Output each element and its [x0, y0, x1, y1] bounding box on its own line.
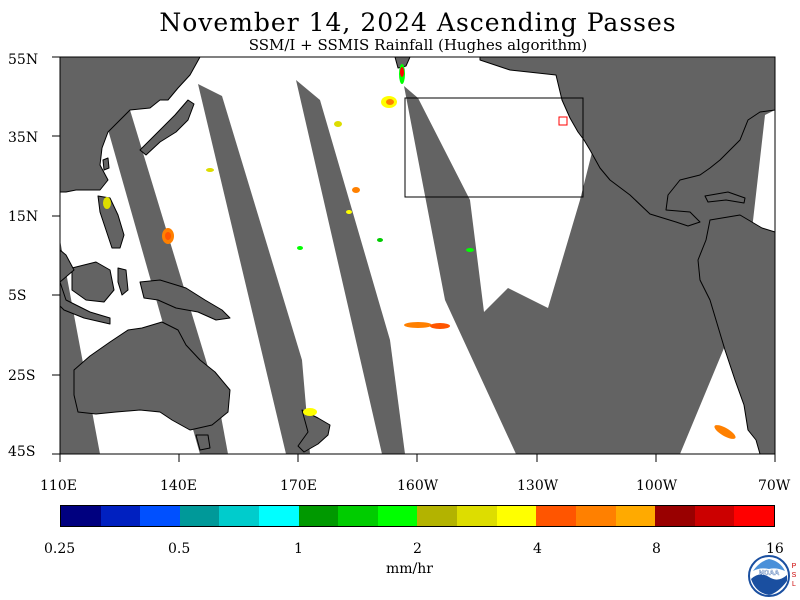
land-cuba [704, 191, 746, 204]
psl-letter: P [792, 563, 797, 570]
rain-patch [386, 99, 394, 105]
colorbar-swatch [100, 506, 141, 526]
rain-patch [352, 187, 360, 193]
lat-label: 25S [8, 368, 36, 384]
land-tasmania [195, 434, 211, 451]
colorbar-tick-label: 0.25 [44, 541, 76, 557]
land-south-america [697, 214, 776, 455]
psl-letter: L [792, 581, 796, 588]
colorbar-swatch [259, 506, 299, 526]
rain-patch [303, 408, 317, 416]
rain-patch [430, 323, 450, 329]
chart-subtitle: SSM/I + SSMIS Rainfall (Hughes algorithm… [248, 36, 588, 54]
colorbar [60, 505, 775, 527]
lat-label: 35N [8, 130, 39, 146]
colorbar-swatch [536, 506, 576, 526]
colorbar-swatch [219, 506, 260, 526]
land-new-guinea [139, 279, 231, 321]
rain-patch [334, 121, 342, 127]
land-taiwan [102, 157, 110, 171]
colorbar-tick-label: 8 [652, 541, 661, 557]
noaa-logo-text: NOAA [759, 570, 780, 577]
rain-patch [103, 197, 111, 209]
land-australia [73, 321, 231, 431]
land-masses [59, 56, 776, 455]
lon-label: 170E [280, 478, 317, 494]
rain-patches [103, 64, 736, 439]
colorbar-swatch [338, 506, 378, 526]
land-new-zealand [297, 409, 331, 453]
colorbar-swatch [694, 506, 735, 526]
land-sulawesi [117, 267, 129, 296]
location-marker [558, 116, 568, 126]
colorbar-swatch [575, 506, 616, 526]
lon-label: 140E [160, 478, 197, 494]
rain-patch [206, 168, 214, 172]
rain-patch [400, 67, 404, 77]
rain-patch [404, 322, 432, 328]
lon-label: 160W [397, 478, 439, 494]
lat-label: 15N [8, 209, 39, 225]
rainfall-map [52, 56, 776, 462]
colorbar-swatch [496, 506, 537, 526]
colorbar-swatch [734, 506, 774, 526]
land-asia [59, 56, 201, 193]
land-philippines [97, 195, 125, 249]
colorbar-swatch [140, 506, 180, 526]
psl-letter: S [792, 572, 797, 579]
outlined-region [404, 97, 584, 198]
swath-gap-3 [198, 84, 310, 454]
colorbar-units: mm/hr [386, 561, 433, 577]
colorbar-swatch [377, 506, 418, 526]
swath-gap-4 [296, 80, 405, 454]
rain-patch [377, 238, 383, 242]
land-sumatra-java [59, 249, 111, 325]
land-north-america [479, 56, 776, 227]
rain-patch [165, 232, 171, 240]
lat-label: 55N [8, 52, 39, 68]
rain-patch [297, 246, 303, 250]
rain-patch [714, 425, 736, 439]
colorbar-swatch [61, 506, 101, 526]
land-borneo [71, 261, 115, 303]
chart-title: November 14, 2024 Ascending Passes [159, 8, 677, 37]
colorbar-tick-label: 16 [766, 541, 784, 557]
colorbar-swatch [615, 506, 656, 526]
lat-label: 45S [8, 444, 36, 460]
map-ticks [52, 56, 776, 462]
colorbar-tick-label: 4 [533, 541, 542, 557]
colorbar-swatch [298, 506, 339, 526]
colorbar-tick-label: 1 [294, 541, 303, 557]
colorbar-tick-label: 2 [413, 541, 422, 557]
colorbar-swatch [417, 506, 458, 526]
lon-label: 130W [517, 478, 559, 494]
lon-label: 70W [758, 478, 791, 494]
rain-patch [346, 210, 352, 214]
noaa-logo: NOAA P S L [748, 555, 797, 597]
rain-patch [466, 248, 474, 252]
colorbar-swatch [457, 506, 497, 526]
land-japan [139, 99, 195, 156]
lon-label: 110E [40, 478, 77, 494]
colorbar-tick-label: 0.5 [168, 541, 191, 557]
colorbar-swatch [655, 506, 695, 526]
lat-label: 5S [8, 288, 27, 304]
colorbar-swatch [179, 506, 220, 526]
lon-label: 100W [636, 478, 678, 494]
